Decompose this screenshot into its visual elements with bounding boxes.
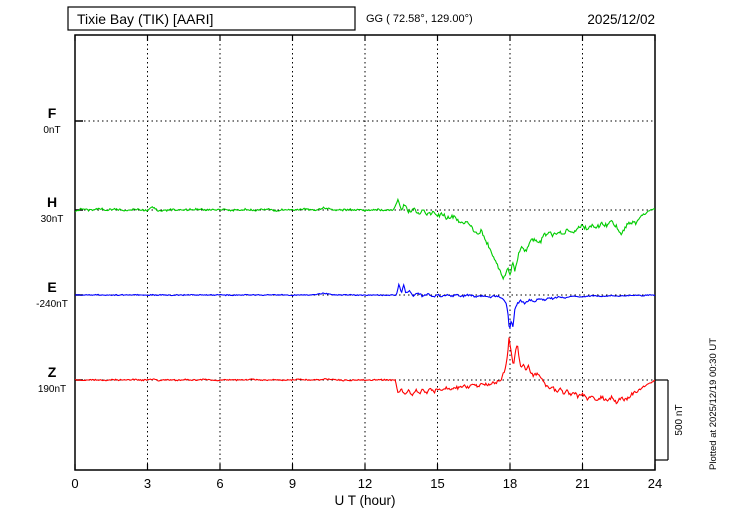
x-tick-label: 6 [216, 476, 223, 491]
title-box [67, 6, 356, 31]
x-tick-label: 0 [71, 476, 78, 491]
x-axis-label: U T (hour) [334, 493, 395, 508]
x-tick-label: 12 [358, 476, 372, 491]
trace-z [75, 337, 655, 405]
component-label-h: H [47, 194, 57, 210]
x-tick-label: 18 [503, 476, 517, 491]
component-baseline-value-e: -240nT [36, 299, 68, 310]
x-tick-label: 24 [648, 476, 662, 491]
component-label-e: E [47, 279, 56, 295]
plot-date: 2025/12/02 [587, 12, 655, 27]
component-baseline-value-h: 30nT [41, 214, 64, 225]
x-tick-label: 9 [289, 476, 296, 491]
x-tick-label: 3 [144, 476, 151, 491]
plotted-at-watermark: Plotted at 2025/12/19 00:30 UT [708, 338, 719, 470]
component-baseline-value-z: 190nT [38, 384, 66, 395]
x-tick-label: 15 [430, 476, 444, 491]
component-label-z: Z [48, 364, 57, 380]
geographic-coords: GG ( 72.58°, 129.00°) [366, 13, 473, 25]
scale-bar-label: 500 nT [674, 404, 685, 435]
trace-h [75, 197, 655, 281]
x-tick-label: 21 [575, 476, 589, 491]
component-baseline-value-f: 0nT [43, 125, 60, 136]
scale-bracket: 500 nT [655, 379, 685, 461]
trace-e [75, 282, 655, 330]
station-title: Tixie Bay (TIK) [AARI] [77, 11, 213, 27]
plot-content: 0 3 6 9 12 15 18 21 24 F 0nT H 30nT E -240nT Z 190nT [36, 35, 662, 491]
component-label-f: F [48, 105, 57, 121]
